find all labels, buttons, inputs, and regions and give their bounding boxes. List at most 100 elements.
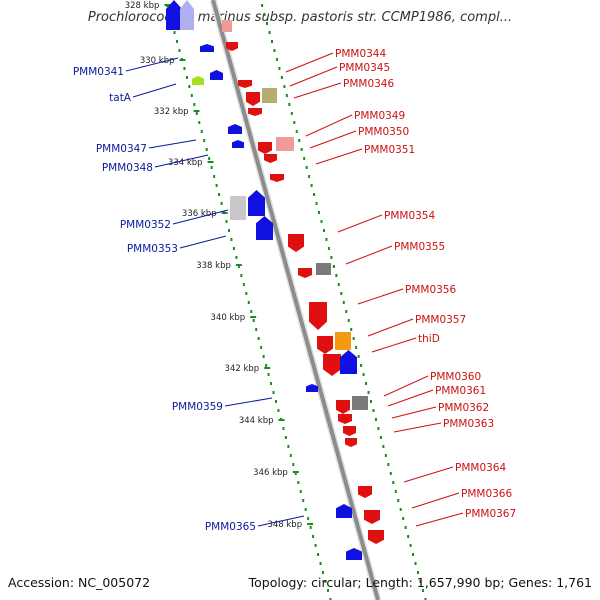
right-leader-line	[411, 492, 460, 509]
track-dot	[203, 139, 206, 142]
gene-forward	[336, 400, 350, 414]
right-leader-line	[285, 52, 334, 73]
backbone-line	[211, 0, 380, 600]
track-dot	[263, 13, 266, 16]
track-dot	[173, 31, 176, 34]
track-dot	[312, 535, 315, 538]
track-dot	[304, 508, 307, 511]
track-dot	[275, 400, 277, 403]
track-dot	[185, 76, 188, 79]
track-dot	[277, 409, 280, 412]
track-dot	[252, 319, 255, 322]
gene-forward	[364, 510, 380, 524]
track-dot	[330, 256, 333, 259]
right-gene-label: PMM0364	[455, 462, 506, 474]
track-dot	[298, 139, 301, 142]
track-dot	[240, 274, 243, 277]
gene-reverse	[228, 124, 242, 134]
track-dot	[372, 409, 375, 412]
left-leader-line	[154, 154, 209, 168]
gene-pseudo	[316, 263, 331, 275]
track-dot	[285, 94, 288, 97]
track-dot	[360, 364, 363, 367]
track-dot	[262, 355, 265, 358]
track-dot	[314, 544, 317, 547]
track-dot	[322, 229, 325, 232]
right-leader-line	[305, 114, 353, 137]
left-leader-line	[125, 57, 179, 72]
left-leader-line	[148, 139, 197, 149]
left-leader-line	[132, 83, 177, 98]
track-dot	[324, 580, 327, 583]
gene-reverse	[232, 140, 244, 148]
track-dot	[176, 40, 178, 43]
track-dot	[402, 517, 405, 520]
gene-reverse	[306, 384, 318, 392]
track-dot	[384, 454, 387, 457]
right-leader-line	[315, 148, 363, 165]
track-dot	[266, 22, 269, 25]
track-dot	[188, 85, 191, 88]
right-gene-label: PMM0366	[461, 488, 512, 500]
gene-forward	[258, 142, 272, 154]
left-gene-label: PMM0365	[205, 521, 256, 533]
track-dot	[273, 49, 276, 52]
gene-forward	[317, 336, 333, 354]
track-dot	[293, 121, 296, 124]
right-leader-line	[383, 375, 429, 397]
gene-forward	[345, 438, 357, 447]
right-gene-label: PMM0355	[394, 241, 445, 253]
track-dot	[421, 589, 424, 592]
left-gene-label: PMM0352	[120, 219, 171, 231]
right-gene-label: PMM0363	[443, 418, 494, 430]
track-dot	[407, 535, 410, 538]
left-leader-line	[179, 235, 227, 249]
track-dot	[414, 562, 417, 565]
track-dot	[290, 112, 293, 115]
track-dot	[284, 436, 287, 439]
track-dot	[245, 292, 248, 295]
track-dot	[278, 67, 281, 70]
track-dot	[397, 499, 400, 502]
track-dot	[250, 310, 253, 313]
track-dot	[220, 202, 223, 205]
gene-forward	[264, 154, 277, 163]
track-dot	[190, 94, 193, 97]
left-gene-label: PMM0353	[127, 243, 178, 255]
right-leader-line	[371, 337, 417, 353]
right-gene-label: PMM0360	[430, 371, 481, 383]
track-dot	[302, 499, 305, 502]
track-dot	[178, 49, 181, 52]
gene-light	[222, 20, 232, 32]
gene-forward	[288, 234, 304, 252]
track-dot	[268, 31, 271, 34]
track-dot	[294, 472, 297, 475]
track-dot	[382, 445, 385, 448]
accession-text: Accession: NC_005072	[8, 575, 151, 590]
track-dot	[230, 238, 233, 241]
track-dot	[237, 265, 240, 268]
right-gene-label: PMM0346	[343, 78, 394, 90]
kbp-label: 338 kbp	[196, 261, 231, 271]
gene-trna	[262, 88, 277, 103]
gene-forward	[226, 42, 238, 51]
track-dot	[335, 274, 338, 277]
gene-reverse	[346, 548, 362, 560]
right-leader-line	[293, 82, 342, 99]
track-dot	[342, 301, 345, 304]
track-dot	[272, 391, 275, 394]
track-dot	[317, 553, 320, 556]
gene-forward	[270, 174, 284, 182]
track-dot	[399, 508, 402, 511]
track-dot	[309, 526, 312, 529]
right-leader-line	[337, 214, 383, 233]
track-dot	[355, 346, 358, 349]
gene-pseudo	[352, 396, 368, 410]
kbp-label: 342 kbp	[225, 364, 260, 374]
gene-forward	[323, 354, 341, 376]
track-dot	[379, 436, 382, 439]
track-dot	[200, 130, 203, 133]
track-dot	[232, 247, 235, 250]
track-dot	[255, 328, 258, 331]
